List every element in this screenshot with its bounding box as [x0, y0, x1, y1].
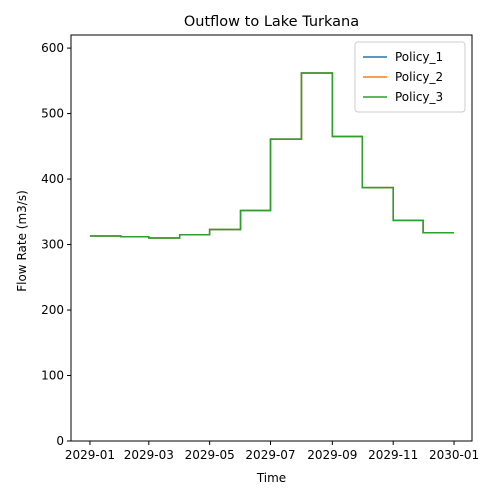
legend-label-3: Policy_3	[395, 90, 443, 104]
x-tick-label: 2029-07	[245, 448, 295, 462]
plot-frame	[70, 34, 473, 442]
y-tick-label: 200	[41, 303, 64, 317]
y-tick-label: 100	[41, 369, 64, 383]
x-tick-label: 2029-09	[307, 448, 357, 462]
legend-label-1: Policy_1	[395, 50, 443, 64]
x-axis-label: Time	[256, 471, 286, 485]
y-tick-label: 400	[41, 172, 64, 186]
x-tick-label: 2029-05	[185, 448, 235, 462]
y-axis-label: Flow Rate (m3/s)	[15, 190, 29, 292]
legend: Policy_1 Policy_2 Policy_3	[354, 41, 466, 113]
y-tick-label: 300	[41, 238, 64, 252]
y-tick-label: 600	[41, 41, 64, 55]
legend-label-2: Policy_2	[395, 70, 443, 84]
legend-box	[354, 41, 466, 113]
x-tick-label: 2029-11	[368, 448, 418, 462]
series-line-3	[89, 72, 455, 239]
axes-layer: 2029-01 2029-03 2029-05 2029-07 2029-09 2029-…	[41, 34, 479, 462]
chart-title: Outflow to Lake Turkana	[184, 14, 359, 30]
y-tick-label: 500	[41, 107, 64, 121]
x-tick-label: 2029-01	[65, 448, 115, 462]
x-tick-label: 2030-01	[429, 448, 479, 462]
series-layer	[89, 72, 455, 239]
x-tick-label: 2029-03	[124, 448, 174, 462]
y-tick-label: 0	[56, 434, 64, 448]
